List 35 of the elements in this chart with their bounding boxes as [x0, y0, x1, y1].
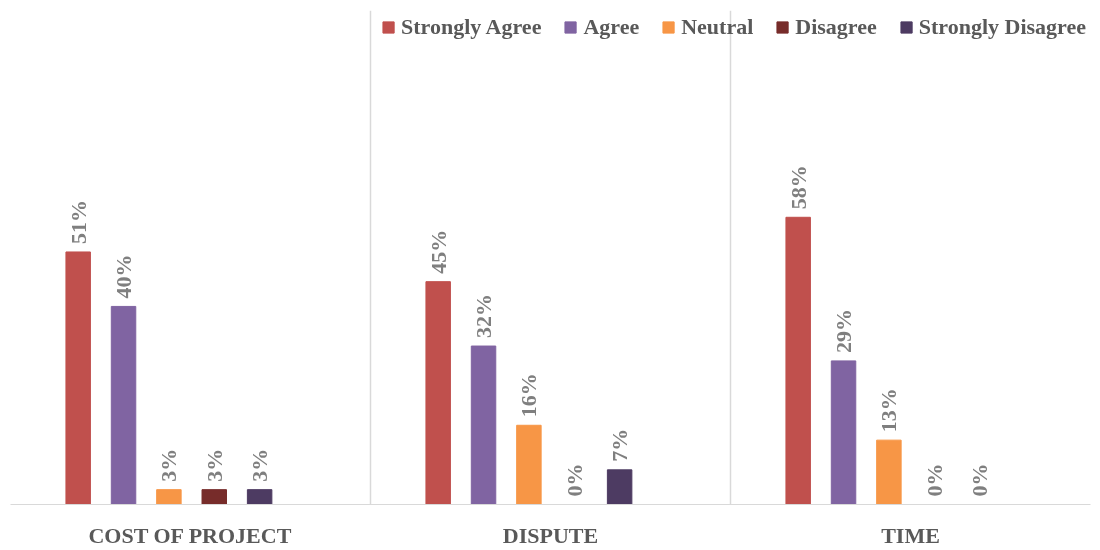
- data-label: 16%: [516, 373, 542, 418]
- bar: [785, 216, 811, 505]
- x-tick-label: DISPUTE: [502, 522, 599, 548]
- x-tick-label: COST OF PROJECT: [88, 522, 292, 548]
- bar: [246, 489, 273, 505]
- data-label: 0%: [967, 463, 993, 497]
- data-label: 3%: [156, 448, 182, 482]
- data-label: 58%: [785, 165, 811, 210]
- bar: [65, 251, 91, 505]
- legend-label: Agree: [583, 14, 640, 40]
- x-tick-label: TIME: [881, 522, 940, 548]
- legend-label: Disagree: [795, 14, 877, 40]
- data-label: 0%: [921, 463, 947, 497]
- data-label: 40%: [111, 254, 137, 299]
- bar: [830, 360, 857, 505]
- data-label: 32%: [471, 294, 497, 339]
- legend-label: Strongly Disagree: [918, 14, 1086, 40]
- legend-label: Neutral: [681, 14, 754, 40]
- bar: [606, 469, 633, 505]
- bar: [110, 305, 137, 505]
- bar: [876, 439, 902, 505]
- data-label: 3%: [201, 448, 227, 482]
- bar: [156, 489, 182, 505]
- data-label: 13%: [876, 388, 902, 433]
- bar: [201, 489, 227, 505]
- data-label: 0%: [561, 463, 587, 497]
- data-label: 7%: [607, 428, 633, 462]
- legend-label: Strongly Agree: [401, 14, 542, 40]
- data-label: 45%: [425, 229, 451, 274]
- bar: [425, 281, 451, 505]
- bar: [516, 424, 542, 505]
- data-label: 51%: [65, 199, 91, 244]
- data-label: 29%: [831, 308, 857, 353]
- bar: [470, 345, 497, 505]
- data-label: 3%: [247, 448, 273, 482]
